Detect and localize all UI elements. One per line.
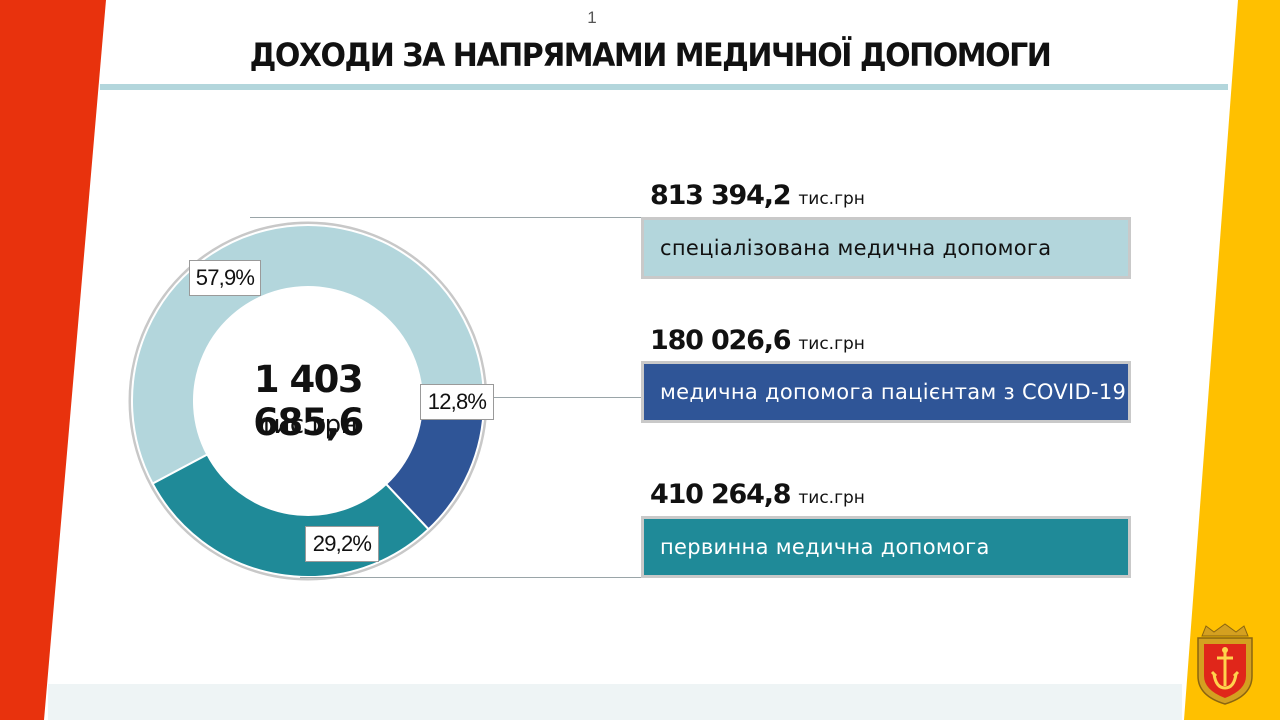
category-value-number: 410 264,8 [650,479,792,510]
category-value-number: 813 394,2 [650,180,792,211]
category-value-primary: 410 264,8 тис.грн [650,479,865,510]
title-underline [100,84,1228,90]
category-label-specialized: спеціалізована медична допомога [641,217,1131,279]
category-label-covid: медична допомога пацієнтам з COVID-19 [641,361,1131,423]
category-value-number: 180 026,6 [650,325,792,356]
category-value-unit: тис.грн [798,488,865,508]
category-value-specialized: 813 394,2 тис.грн [650,180,865,211]
chart-total-value: 1 403 685,6 [253,358,364,444]
connector-line-covid [492,397,642,398]
category-value-covid: 180 026,6 тис.грн [650,325,865,356]
slice-percent-label-specialized: 57,9% [189,260,261,296]
connector-line-primary [300,577,642,578]
category-value-unit: тис.грн [798,189,865,209]
right-yellow-band [1184,0,1280,720]
chart-total-unit: тис.грн [258,410,358,440]
donut-slice-primary [151,453,430,578]
page-number: 1 [587,8,597,27]
left-red-band [0,0,106,720]
footer-bar [48,684,1182,720]
page-title: ДОХОДИ ЗА НАПРЯМАМИ МЕДИЧНОЇ ДОПОМОГИ [249,36,1052,75]
category-label-primary: первинна медична допомога [641,516,1131,578]
slice-percent-label-covid: 12,8% [420,384,494,420]
slice-percent-label-primary: 29,2% [305,526,379,562]
category-value-unit: тис.грн [798,334,865,354]
connector-line-specialized [250,217,642,218]
city-coat-of-arms-icon [1197,623,1253,705]
